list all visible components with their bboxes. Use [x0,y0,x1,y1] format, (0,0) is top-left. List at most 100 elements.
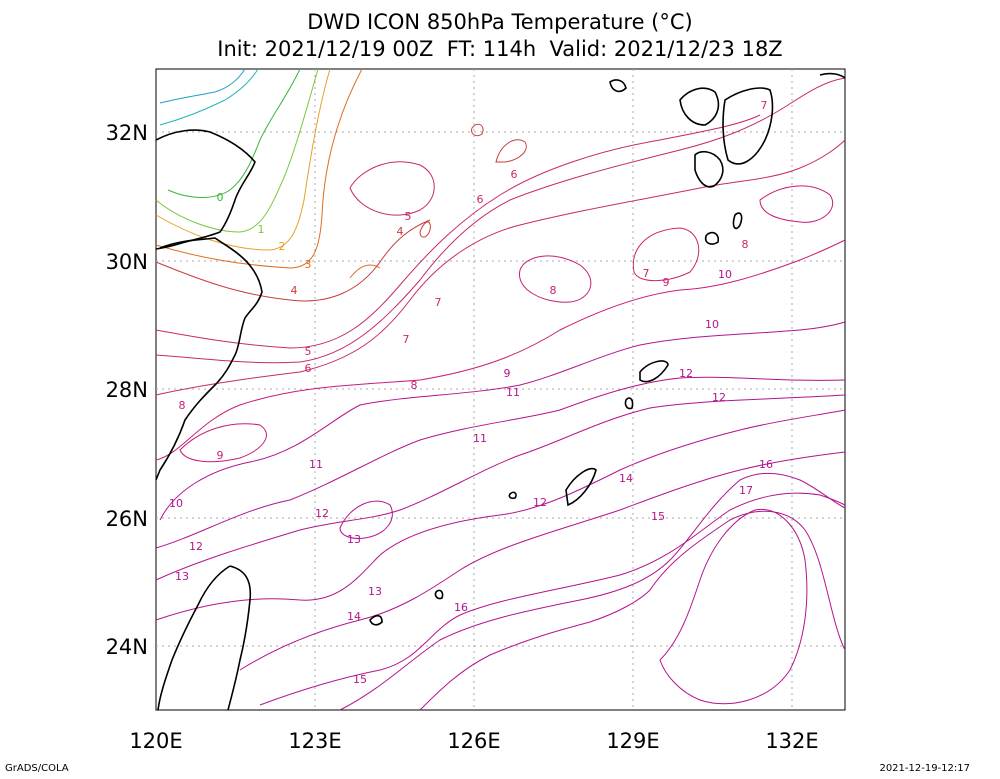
contour-label: 12 [679,367,693,380]
contour-label: 16 [759,458,773,471]
contour-line [632,227,700,282]
contour-label: 8 [179,399,186,412]
contour-label: 0 [217,191,224,204]
contour-label: 12 [189,540,203,553]
coastline-island [704,231,720,245]
contour-line [155,68,363,269]
contour-label: 17 [739,484,753,497]
contour-label: 8 [550,284,557,297]
coastlines [155,72,846,711]
x-tick-label: 123E [288,729,341,753]
contour-label: 9 [663,276,670,289]
contour-line [167,68,301,198]
contour-label: 7 [435,296,442,309]
contour-label: 7 [403,333,410,346]
contour-line [155,376,846,549]
contour-line [419,510,846,711]
contour-label: 13 [347,533,361,546]
coastline-taiwan [157,565,231,711]
x-tick-label: 126E [447,729,500,753]
x-tick-label: 132E [765,729,818,753]
contour-line [159,68,259,126]
contour-label: 3 [305,258,312,271]
contour-line [759,185,833,223]
contour-line [419,221,431,238]
contour-label: 8 [411,379,418,392]
contour-line [155,409,846,621]
contour-line [155,77,846,364]
map-subtitle: Init: 2021/12/19 00Z FT: 114h Valid: 202… [217,37,783,61]
y-tick-label: 28N [106,378,148,402]
coastline-shikoku [819,72,846,79]
contour-label: 12 [315,507,329,520]
contour-line [159,68,246,104]
contour-label: 10 [718,268,732,281]
graticule [156,69,845,710]
x-tick-label: 129E [606,729,659,753]
coastline-island [732,212,743,230]
y-tick-label: 26N [106,507,148,531]
coastline-island [508,491,517,500]
contour-label: 7 [643,267,650,280]
contour-line [159,321,846,521]
coastline-kyushu [679,87,720,126]
coastline-kyushu [722,87,774,165]
contour-line [239,451,846,671]
contour-label: 9 [217,449,224,462]
contour-label: 11 [473,432,487,445]
contour-label: 8 [742,238,749,251]
contour-label: 10 [705,318,719,331]
contour-line [155,68,319,233]
coastline-taiwan [227,565,252,711]
contour-line [659,508,808,705]
contour-label: 11 [506,386,520,399]
contour-line [259,492,846,706]
contour-label: 13 [368,585,382,598]
contour-label: 6 [305,362,312,375]
coastline-island [609,79,627,93]
contour-label: 6 [477,193,484,206]
contour-label: 13 [175,570,189,583]
temperature-contours [155,68,846,711]
y-tick-label: 30N [106,250,148,274]
contour-label: 12 [533,496,547,509]
contour-label: 5 [305,345,312,358]
coastline-island [434,589,444,600]
contour-label: 11 [309,458,323,471]
contour-label: 10 [169,497,183,510]
contour-label: 5 [405,210,412,223]
contour-label: 4 [397,225,404,238]
x-tick-label: 120E [129,729,182,753]
contour-label: 4 [291,284,298,297]
contour-line [495,139,527,163]
y-tick-label: 32N [106,121,148,145]
contour-line [155,239,846,461]
contour-line [471,123,484,137]
coastline-china [155,129,256,250]
coastline-island [624,397,634,410]
contour-line [519,255,592,303]
contour-label: 14 [619,472,633,485]
contour-label: 9 [504,367,511,380]
coastline-island [565,468,597,507]
contour-line [339,500,393,539]
contour-line [155,68,331,251]
contour-label: 16 [454,601,468,614]
contour-label: 7 [761,99,768,112]
coastline-island [639,360,669,383]
contour-label: 1 [258,223,265,236]
coastline-china [155,237,263,481]
footer-timestamp: 2021-12-19-12:17 [879,763,970,774]
contour-label: 2 [279,240,286,253]
contour-line [155,114,761,349]
contour-line [179,423,267,463]
contour-line [155,139,846,396]
contour-label: 6 [511,168,518,181]
contour-line [155,219,431,302]
contour-label: 15 [353,673,367,686]
contour-label: 15 [651,510,665,523]
map-title: DWD ICON 850hPa Temperature (°C) [307,10,693,34]
coastline-kyushu [694,150,724,188]
contour-label: 12 [712,391,726,404]
